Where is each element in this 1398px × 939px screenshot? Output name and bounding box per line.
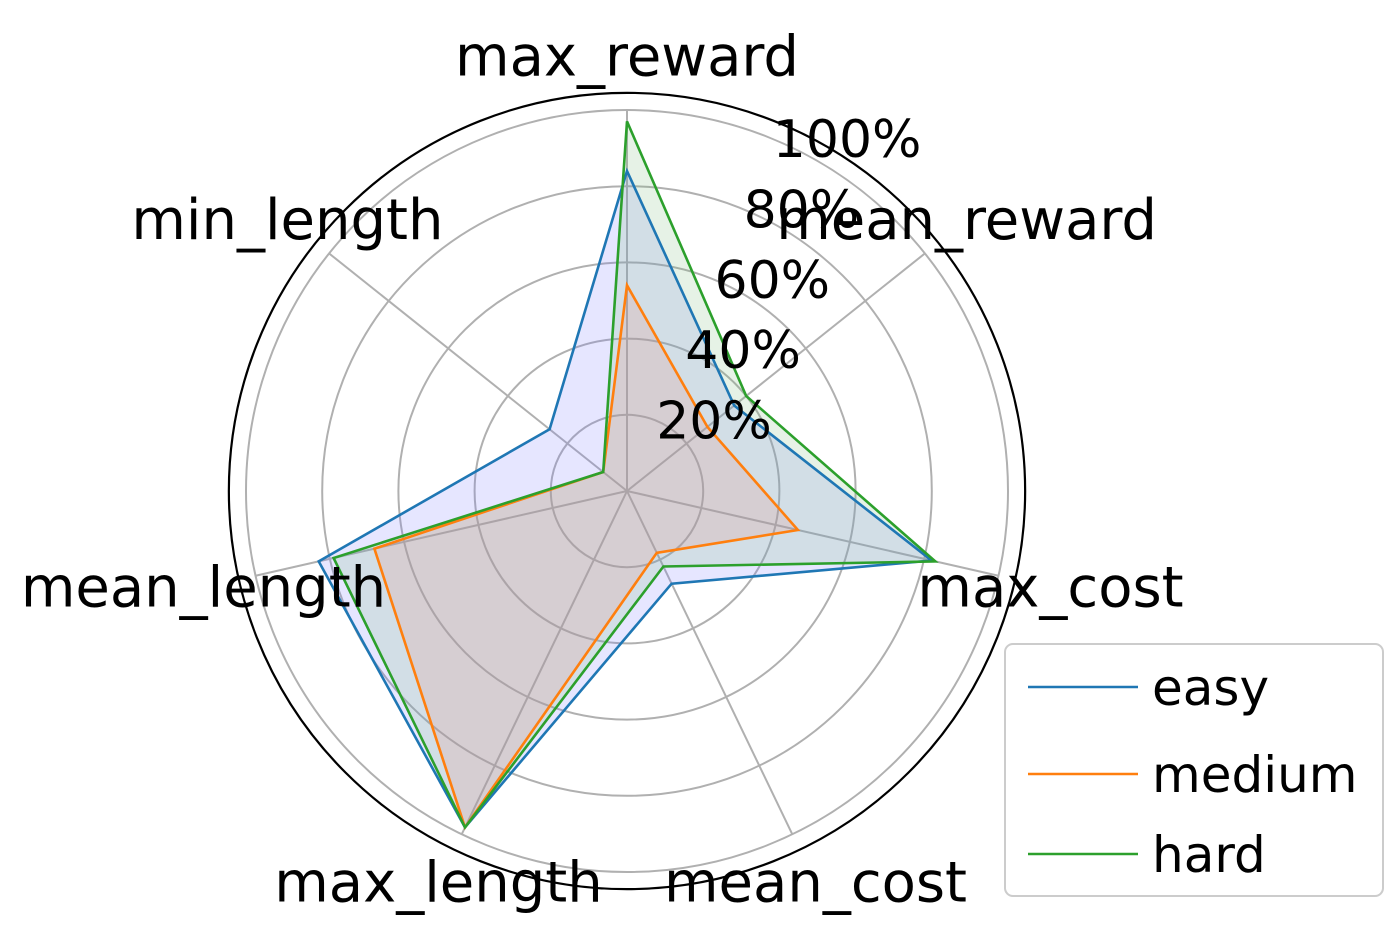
series-fill-hard: [333, 121, 936, 828]
legend-label-hard: hard: [1152, 826, 1266, 884]
polar-frame: [227, 91, 1027, 891]
axis-label-max_length: max_length: [274, 850, 603, 915]
axis-spoke: [328, 252, 628, 492]
radial-tick-label: 100%: [773, 110, 922, 170]
axis-label-mean_length: mean_length: [21, 556, 386, 621]
axis-labels: max_reward mean_reward max_cost mean_cost ma…: [21, 25, 1184, 916]
axis-label-max_reward: max_reward: [455, 25, 799, 90]
axis-label-min_length: min_length: [131, 188, 443, 253]
legend-label-easy: easy: [1152, 659, 1269, 717]
axis-label-max_cost: max_cost: [917, 556, 1183, 621]
series-fill-easy: [318, 171, 932, 828]
axis-label-mean_cost: mean_cost: [664, 850, 967, 915]
legend-label-medium: medium: [1152, 746, 1358, 804]
axis-spoke: [626, 490, 794, 835]
axis-spoke: [460, 490, 628, 835]
radial-tick-label: 40%: [685, 321, 801, 381]
radar-series: [316, 120, 939, 831]
legend: easy medium hard: [1004, 643, 1384, 897]
series-fill-medium: [374, 285, 798, 828]
series-line-easy: [316, 167, 935, 830]
legend-box: [1004, 643, 1384, 897]
axis-spoke: [626, 252, 926, 492]
radial-tick-label: 20%: [656, 392, 772, 452]
radial-tick-labels: 20% 40% 60% 80% 100%: [656, 110, 921, 452]
radial-tick-label: 80%: [744, 180, 860, 240]
axis-label-mean_reward: mean_reward: [776, 188, 1157, 253]
radial-tick-label: 60%: [715, 251, 831, 311]
series-line-hard: [331, 120, 939, 830]
